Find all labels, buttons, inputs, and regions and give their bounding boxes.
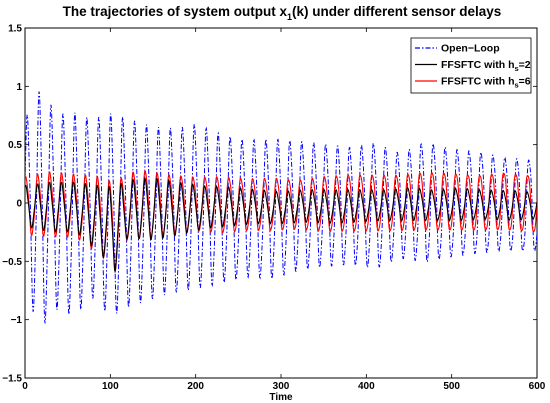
legend-items: Open−Loop FFSFTC with hs=2 FFSFTC with hs=… [415, 43, 531, 90]
x-axis-label: Time [269, 392, 293, 403]
y-tick-label: −1.5 [2, 374, 22, 385]
series-line-open-loop [25, 91, 537, 324]
legend-label: FFSFTC with hs=2 [441, 59, 531, 73]
x-tick-label: 200 [187, 381, 204, 392]
x-tick-label: 300 [273, 381, 290, 392]
x-tick-label: 100 [102, 381, 119, 392]
y-tick-label: 1.5 [8, 24, 22, 35]
y-tick-label: −1 [11, 315, 23, 326]
y-tick-label: 0 [16, 199, 22, 210]
x-tick-label: 500 [443, 381, 460, 392]
x-tick-label: 600 [529, 381, 546, 392]
legend-box [410, 37, 532, 94]
ticks-layer: 0 100 200 300 400 500 600 −1.5 −1 −0.5 0 0.5 1 1.5 [2, 24, 546, 393]
x-tick-label: 0 [22, 381, 28, 392]
legend-label: FFSFTC with hs=6 [441, 76, 531, 90]
x-tick-label: 400 [358, 381, 375, 392]
y-tick-label: 1 [16, 82, 22, 93]
chart-title: The trajectories of system output x1(k) … [63, 4, 502, 22]
series-line-ffsftc-hs2 [25, 177, 537, 274]
series-layer [25, 91, 537, 324]
y-tick-label: −0.5 [2, 257, 22, 268]
plot-area: 0 100 200 300 400 500 600 −1.5 −1 −0.5 0 0.5 1 1.5 [2, 24, 546, 393]
legend: Open−Loop FFSFTC with hs=2 FFSFTC with hs=… [410, 37, 532, 94]
legend-label: Open−Loop [441, 43, 500, 55]
y-tick-label: 0.5 [8, 140, 22, 151]
